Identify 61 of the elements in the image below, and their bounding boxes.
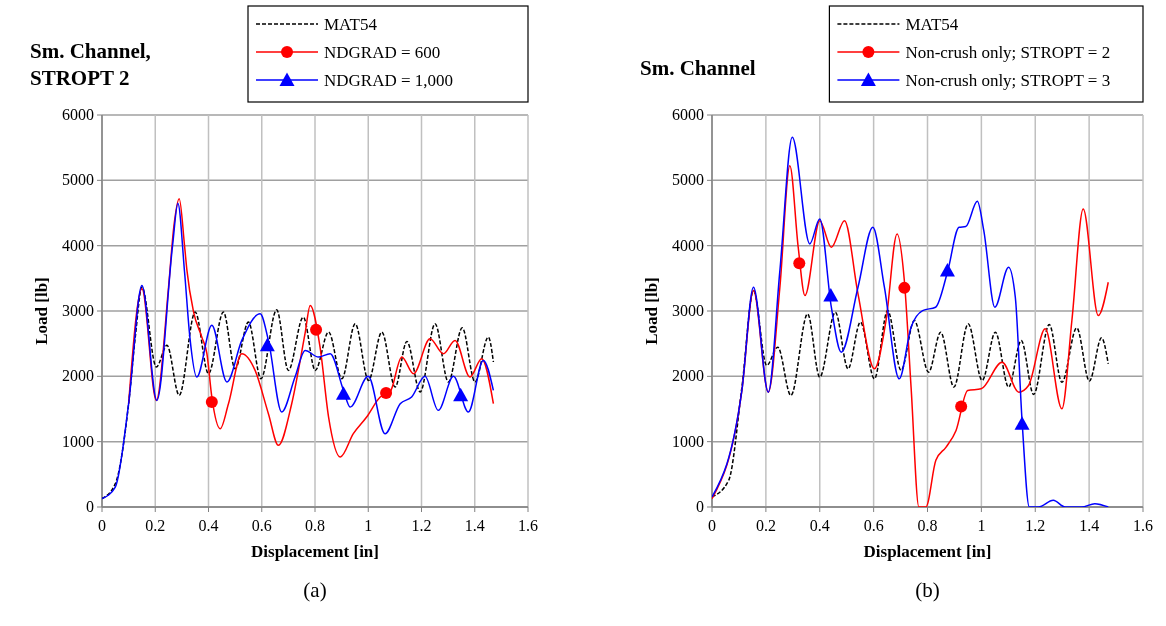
point <box>259 337 275 352</box>
line-series <box>102 286 495 500</box>
x-tick-label: 0 <box>708 517 716 534</box>
y-tick-label: 5000 <box>62 171 94 189</box>
x-tick-label: 1.6 <box>518 517 538 534</box>
y-tick-label: 4000 <box>62 236 94 254</box>
legend-label: NDGRAD = 1,000 <box>324 71 454 90</box>
point <box>955 400 968 413</box>
y-tick-label: 6000 <box>62 106 94 123</box>
x-tick-label: 1.2 <box>411 517 432 534</box>
point <box>823 288 839 302</box>
point <box>380 387 393 400</box>
legend-label: MAT54 <box>324 15 378 34</box>
point <box>453 387 469 402</box>
y-tick-label: 6000 <box>672 106 704 123</box>
y-tick-label: 5000 <box>672 171 704 189</box>
x-tick-label: 0.4 <box>198 517 219 534</box>
text: (b) <box>915 578 940 602</box>
legend-label: MAT54 <box>905 15 959 34</box>
legend-label: Non-crush only; STROPT = 2 <box>905 43 1111 62</box>
y-tick-label: 2000 <box>672 367 704 385</box>
x-tick-label: 1.4 <box>464 517 485 534</box>
chart-title: Sm. Channel <box>640 56 756 80</box>
x-tick-label: 1.6 <box>1133 517 1153 534</box>
point <box>310 323 323 336</box>
y-tick-label: 2000 <box>62 367 94 385</box>
x-axis-title: Displacement [in] <box>863 542 992 561</box>
y-axis-title: Load [lb] <box>642 277 661 345</box>
y-tick-label: 4000 <box>672 236 704 254</box>
point <box>898 281 911 294</box>
x-tick-label: 0.4 <box>809 517 830 534</box>
y-tick-label: 3000 <box>62 302 94 319</box>
x-tick-label: 0.6 <box>251 517 272 534</box>
text: (a) <box>303 578 327 602</box>
point <box>335 386 351 400</box>
legend-label: NDGRAD = 600 <box>324 43 441 62</box>
line-series <box>102 202 495 500</box>
y-tick-label: 0 <box>696 498 704 515</box>
x-tick-label: 0.2 <box>755 517 776 534</box>
point <box>939 263 955 277</box>
line-series <box>127 197 495 458</box>
point <box>205 396 218 409</box>
point <box>1014 416 1030 430</box>
point <box>793 257 806 270</box>
x-tick-label: 0.8 <box>305 517 325 534</box>
x-tick-label: 1 <box>977 517 986 534</box>
x-tick-label: 0.6 <box>863 517 884 534</box>
legend-label: Non-crush only; STROPT = 3 <box>905 71 1111 90</box>
y-tick-label: 0 <box>86 498 94 515</box>
y-tick-label: 1000 <box>672 432 704 450</box>
y-tick-label: 3000 <box>672 302 704 319</box>
chart-title: Sm. Channel, STROPT 2 <box>30 39 151 90</box>
x-tick-label: 0.2 <box>145 517 166 534</box>
x-tick-label: 1.2 <box>1025 517 1046 534</box>
x-axis-title: Displacement [in] <box>251 542 379 561</box>
y-axis-title: Load [lb] <box>32 277 51 345</box>
x-tick-label: 1.4 <box>1079 517 1100 534</box>
y-tick-label: 1000 <box>62 432 94 450</box>
x-tick-label: 0 <box>98 517 106 534</box>
x-tick-label: 1 <box>364 517 373 534</box>
x-tick-label: 0.8 <box>917 517 938 534</box>
